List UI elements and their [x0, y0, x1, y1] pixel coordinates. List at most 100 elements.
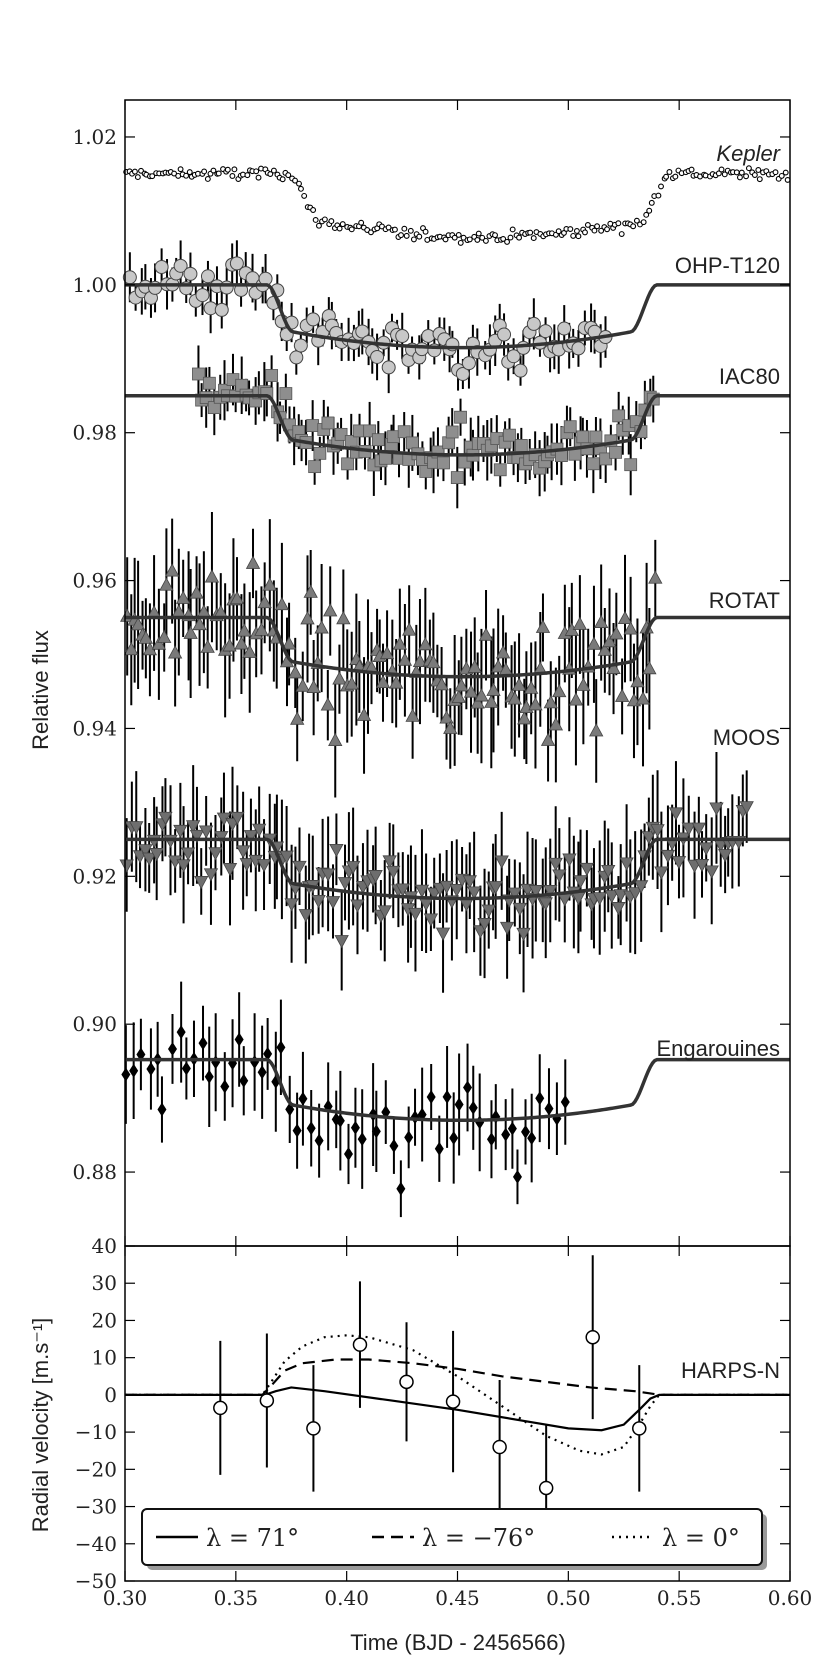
data-point	[242, 644, 257, 658]
data-point	[183, 625, 198, 639]
data-point	[528, 697, 543, 711]
data-point	[514, 439, 528, 452]
data-point	[279, 387, 293, 400]
data-point	[484, 694, 499, 708]
data-point	[658, 183, 664, 190]
data-point	[627, 887, 643, 901]
data-point	[500, 235, 507, 242]
data-point	[237, 623, 252, 637]
data-point	[257, 594, 272, 609]
data-point	[146, 1061, 156, 1076]
data-point	[612, 409, 626, 423]
rv-y-tick-label: −40	[75, 1532, 117, 1556]
data-point	[405, 708, 420, 722]
data-point	[530, 235, 537, 242]
data-point	[181, 1061, 191, 1076]
data-point	[158, 811, 173, 826]
data-point	[202, 376, 216, 390]
data-point	[586, 457, 600, 471]
legend-box	[141, 1508, 763, 1566]
data-point	[495, 645, 511, 659]
data-point	[276, 1040, 286, 1055]
legend-label-71: λ = 71°	[206, 1524, 299, 1552]
data-point	[454, 1097, 464, 1112]
data-point	[526, 316, 541, 331]
data-point	[229, 590, 245, 605]
rv-point	[259, 1393, 275, 1408]
data-point	[129, 821, 144, 835]
data-point	[488, 881, 503, 895]
data-point	[392, 636, 408, 650]
data-point	[321, 416, 335, 430]
series-group-4	[119, 752, 790, 993]
series-group-0	[123, 165, 791, 246]
data-point	[239, 858, 254, 872]
data-point	[256, 859, 272, 873]
data-point	[434, 677, 449, 691]
data-point	[323, 603, 338, 617]
series-group-5	[121, 981, 790, 1218]
data-point	[121, 1067, 131, 1082]
data-point	[567, 226, 574, 233]
data-point	[231, 166, 238, 173]
data-point	[721, 171, 728, 178]
data-point	[292, 177, 298, 184]
rv-y-tick-label: −50	[75, 1569, 117, 1593]
data-point	[292, 860, 307, 875]
data-point	[602, 633, 617, 648]
data-point	[426, 654, 441, 669]
flux-axes: 0.88 0.90 0.92 0.94 0.96 0.98 1.00 1.02	[72, 99, 791, 1247]
data-point	[507, 234, 514, 241]
data-point	[131, 168, 138, 175]
rv-y-axis-label: Radial velocity [m.s⁻¹]	[28, 1318, 53, 1533]
data-point	[154, 259, 169, 274]
data-point	[772, 169, 779, 176]
data-point	[592, 892, 607, 906]
x-tick-label: 0.55	[657, 1586, 702, 1610]
data-point	[478, 627, 494, 641]
data-point	[517, 711, 532, 725]
data-point	[623, 621, 638, 635]
data-point	[328, 218, 335, 225]
data-point	[320, 697, 335, 711]
data-point	[755, 167, 762, 173]
data-point	[151, 636, 167, 650]
data-point	[329, 843, 344, 858]
data-point	[466, 236, 473, 243]
data-point	[173, 824, 188, 839]
rv-data-layer	[125, 1255, 790, 1552]
data-point	[180, 847, 196, 861]
data-point	[356, 707, 372, 721]
data-point	[253, 168, 260, 175]
data-point	[463, 684, 479, 698]
series-label-engarouines: Engarouines	[656, 1036, 780, 1061]
data-point	[486, 1132, 496, 1147]
data-point	[410, 236, 417, 243]
data-point	[215, 170, 222, 177]
data-point	[284, 898, 299, 912]
data-point	[601, 864, 616, 879]
data-point	[594, 223, 601, 230]
data-point	[332, 671, 347, 685]
data-point	[475, 230, 482, 237]
data-point	[298, 185, 304, 192]
data-point	[504, 238, 511, 245]
data-point	[439, 710, 454, 724]
data-point	[445, 425, 459, 439]
data-point	[576, 430, 590, 444]
data-point	[368, 870, 383, 884]
data-point	[281, 636, 297, 650]
data-point	[467, 659, 482, 673]
data-point	[568, 692, 584, 706]
data-point	[343, 1146, 353, 1161]
data-point	[385, 224, 392, 231]
flux-data-layer	[119, 165, 791, 1218]
data-point	[350, 899, 365, 913]
data-point	[606, 660, 621, 674]
data-point	[401, 622, 417, 636]
data-point	[451, 689, 466, 703]
data-point	[379, 451, 392, 465]
data-point	[149, 173, 156, 180]
data-point	[655, 192, 662, 199]
